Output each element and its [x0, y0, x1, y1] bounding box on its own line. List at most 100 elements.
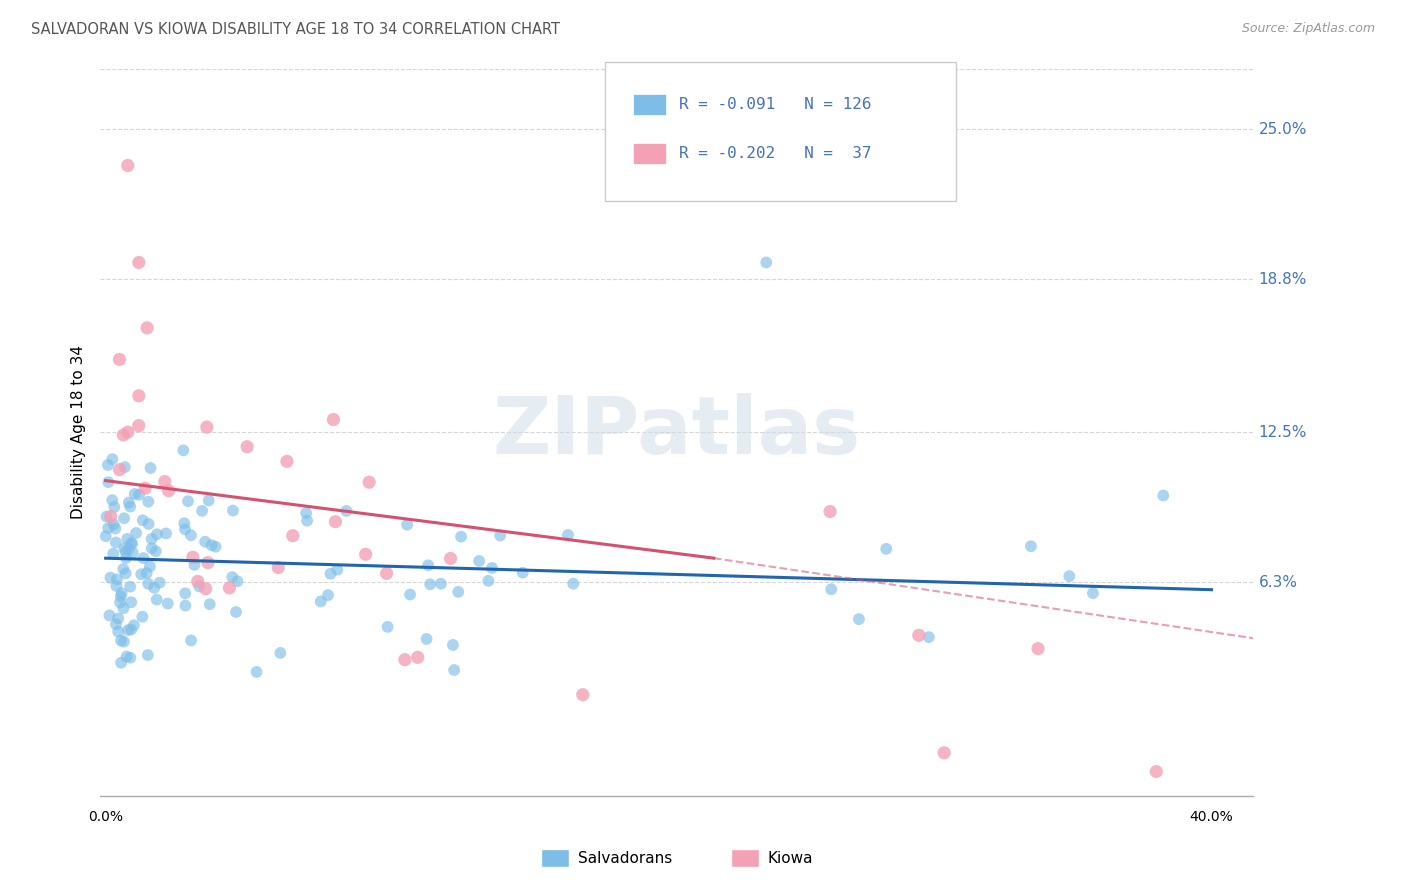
Point	[117, 425, 139, 439]
Point	[197, 556, 219, 570]
Point	[120, 595, 142, 609]
Point	[481, 561, 503, 575]
Point	[316, 588, 339, 602]
Point	[557, 528, 579, 542]
Point	[105, 579, 128, 593]
Text: 0.0%: 0.0%	[89, 810, 124, 824]
Point	[276, 454, 298, 468]
Point	[447, 585, 470, 599]
Point	[181, 550, 204, 565]
Point	[128, 488, 150, 502]
Text: Source: ZipAtlas.com: Source: ZipAtlas.com	[1241, 22, 1375, 36]
Point	[818, 504, 841, 518]
Point	[354, 547, 377, 561]
Point	[848, 612, 870, 626]
Point	[97, 458, 120, 472]
Point	[136, 577, 159, 591]
Point	[183, 558, 205, 572]
Point	[156, 597, 179, 611]
Y-axis label: Disability Age 18 to 34: Disability Age 18 to 34	[72, 345, 86, 519]
Point	[562, 576, 585, 591]
Point	[195, 420, 218, 434]
Point	[1026, 641, 1049, 656]
Point	[120, 500, 142, 514]
Point	[295, 514, 318, 528]
Point	[112, 511, 135, 525]
Point	[120, 623, 142, 637]
Point	[108, 463, 131, 477]
Point	[269, 646, 291, 660]
Point	[572, 688, 595, 702]
Point	[180, 633, 202, 648]
Point	[132, 551, 155, 566]
Point	[136, 321, 159, 335]
Point	[198, 597, 221, 611]
Point	[180, 528, 202, 542]
Point	[1144, 764, 1167, 779]
Point	[204, 540, 226, 554]
Point	[281, 529, 304, 543]
Point	[124, 487, 146, 501]
Point	[396, 517, 419, 532]
Point	[146, 527, 169, 541]
Point	[114, 545, 136, 559]
Point	[107, 611, 129, 625]
Point	[406, 650, 429, 665]
Point	[139, 461, 162, 475]
Point	[375, 566, 398, 581]
Point	[122, 618, 145, 632]
Point	[222, 503, 245, 517]
Point	[1019, 539, 1042, 553]
Point	[394, 653, 416, 667]
Point	[174, 586, 197, 600]
Point	[145, 592, 167, 607]
Point	[110, 590, 132, 604]
Point	[114, 460, 136, 475]
Point	[218, 581, 240, 595]
Point	[108, 352, 131, 367]
Point	[1059, 569, 1081, 583]
Point	[322, 412, 344, 426]
Point	[131, 609, 153, 624]
Point	[120, 580, 142, 594]
Point	[112, 601, 135, 615]
Point	[418, 558, 440, 573]
Point	[118, 495, 141, 509]
Point	[110, 586, 132, 600]
Point	[934, 746, 956, 760]
Point	[115, 649, 138, 664]
Point	[110, 656, 132, 670]
Point	[174, 599, 197, 613]
Point	[430, 576, 453, 591]
Point	[103, 517, 125, 532]
Point	[112, 634, 135, 648]
Text: SALVADORAN VS KIOWA DISABILITY AGE 18 TO 34 CORRELATION CHART: SALVADORAN VS KIOWA DISABILITY AGE 18 TO…	[31, 22, 560, 37]
Point	[103, 500, 125, 514]
Text: 12.5%: 12.5%	[1258, 425, 1308, 440]
Point	[112, 428, 135, 442]
Point	[94, 529, 117, 543]
Point	[173, 516, 195, 531]
Point	[131, 513, 153, 527]
Point	[197, 493, 219, 508]
Point	[335, 504, 357, 518]
Point	[110, 633, 132, 648]
Point	[121, 537, 143, 551]
Point	[325, 515, 347, 529]
Point	[755, 255, 778, 269]
Point	[377, 620, 399, 634]
Point	[236, 440, 259, 454]
Point	[105, 572, 128, 586]
Point	[141, 541, 163, 556]
Point	[121, 546, 143, 560]
Point	[194, 582, 217, 596]
Point	[100, 509, 122, 524]
Point	[309, 594, 332, 608]
Text: Kiowa: Kiowa	[768, 851, 813, 865]
Point	[512, 566, 534, 580]
Point	[107, 624, 129, 639]
Point	[104, 535, 127, 549]
Point	[97, 475, 120, 490]
Point	[468, 554, 491, 568]
Point	[477, 574, 499, 588]
